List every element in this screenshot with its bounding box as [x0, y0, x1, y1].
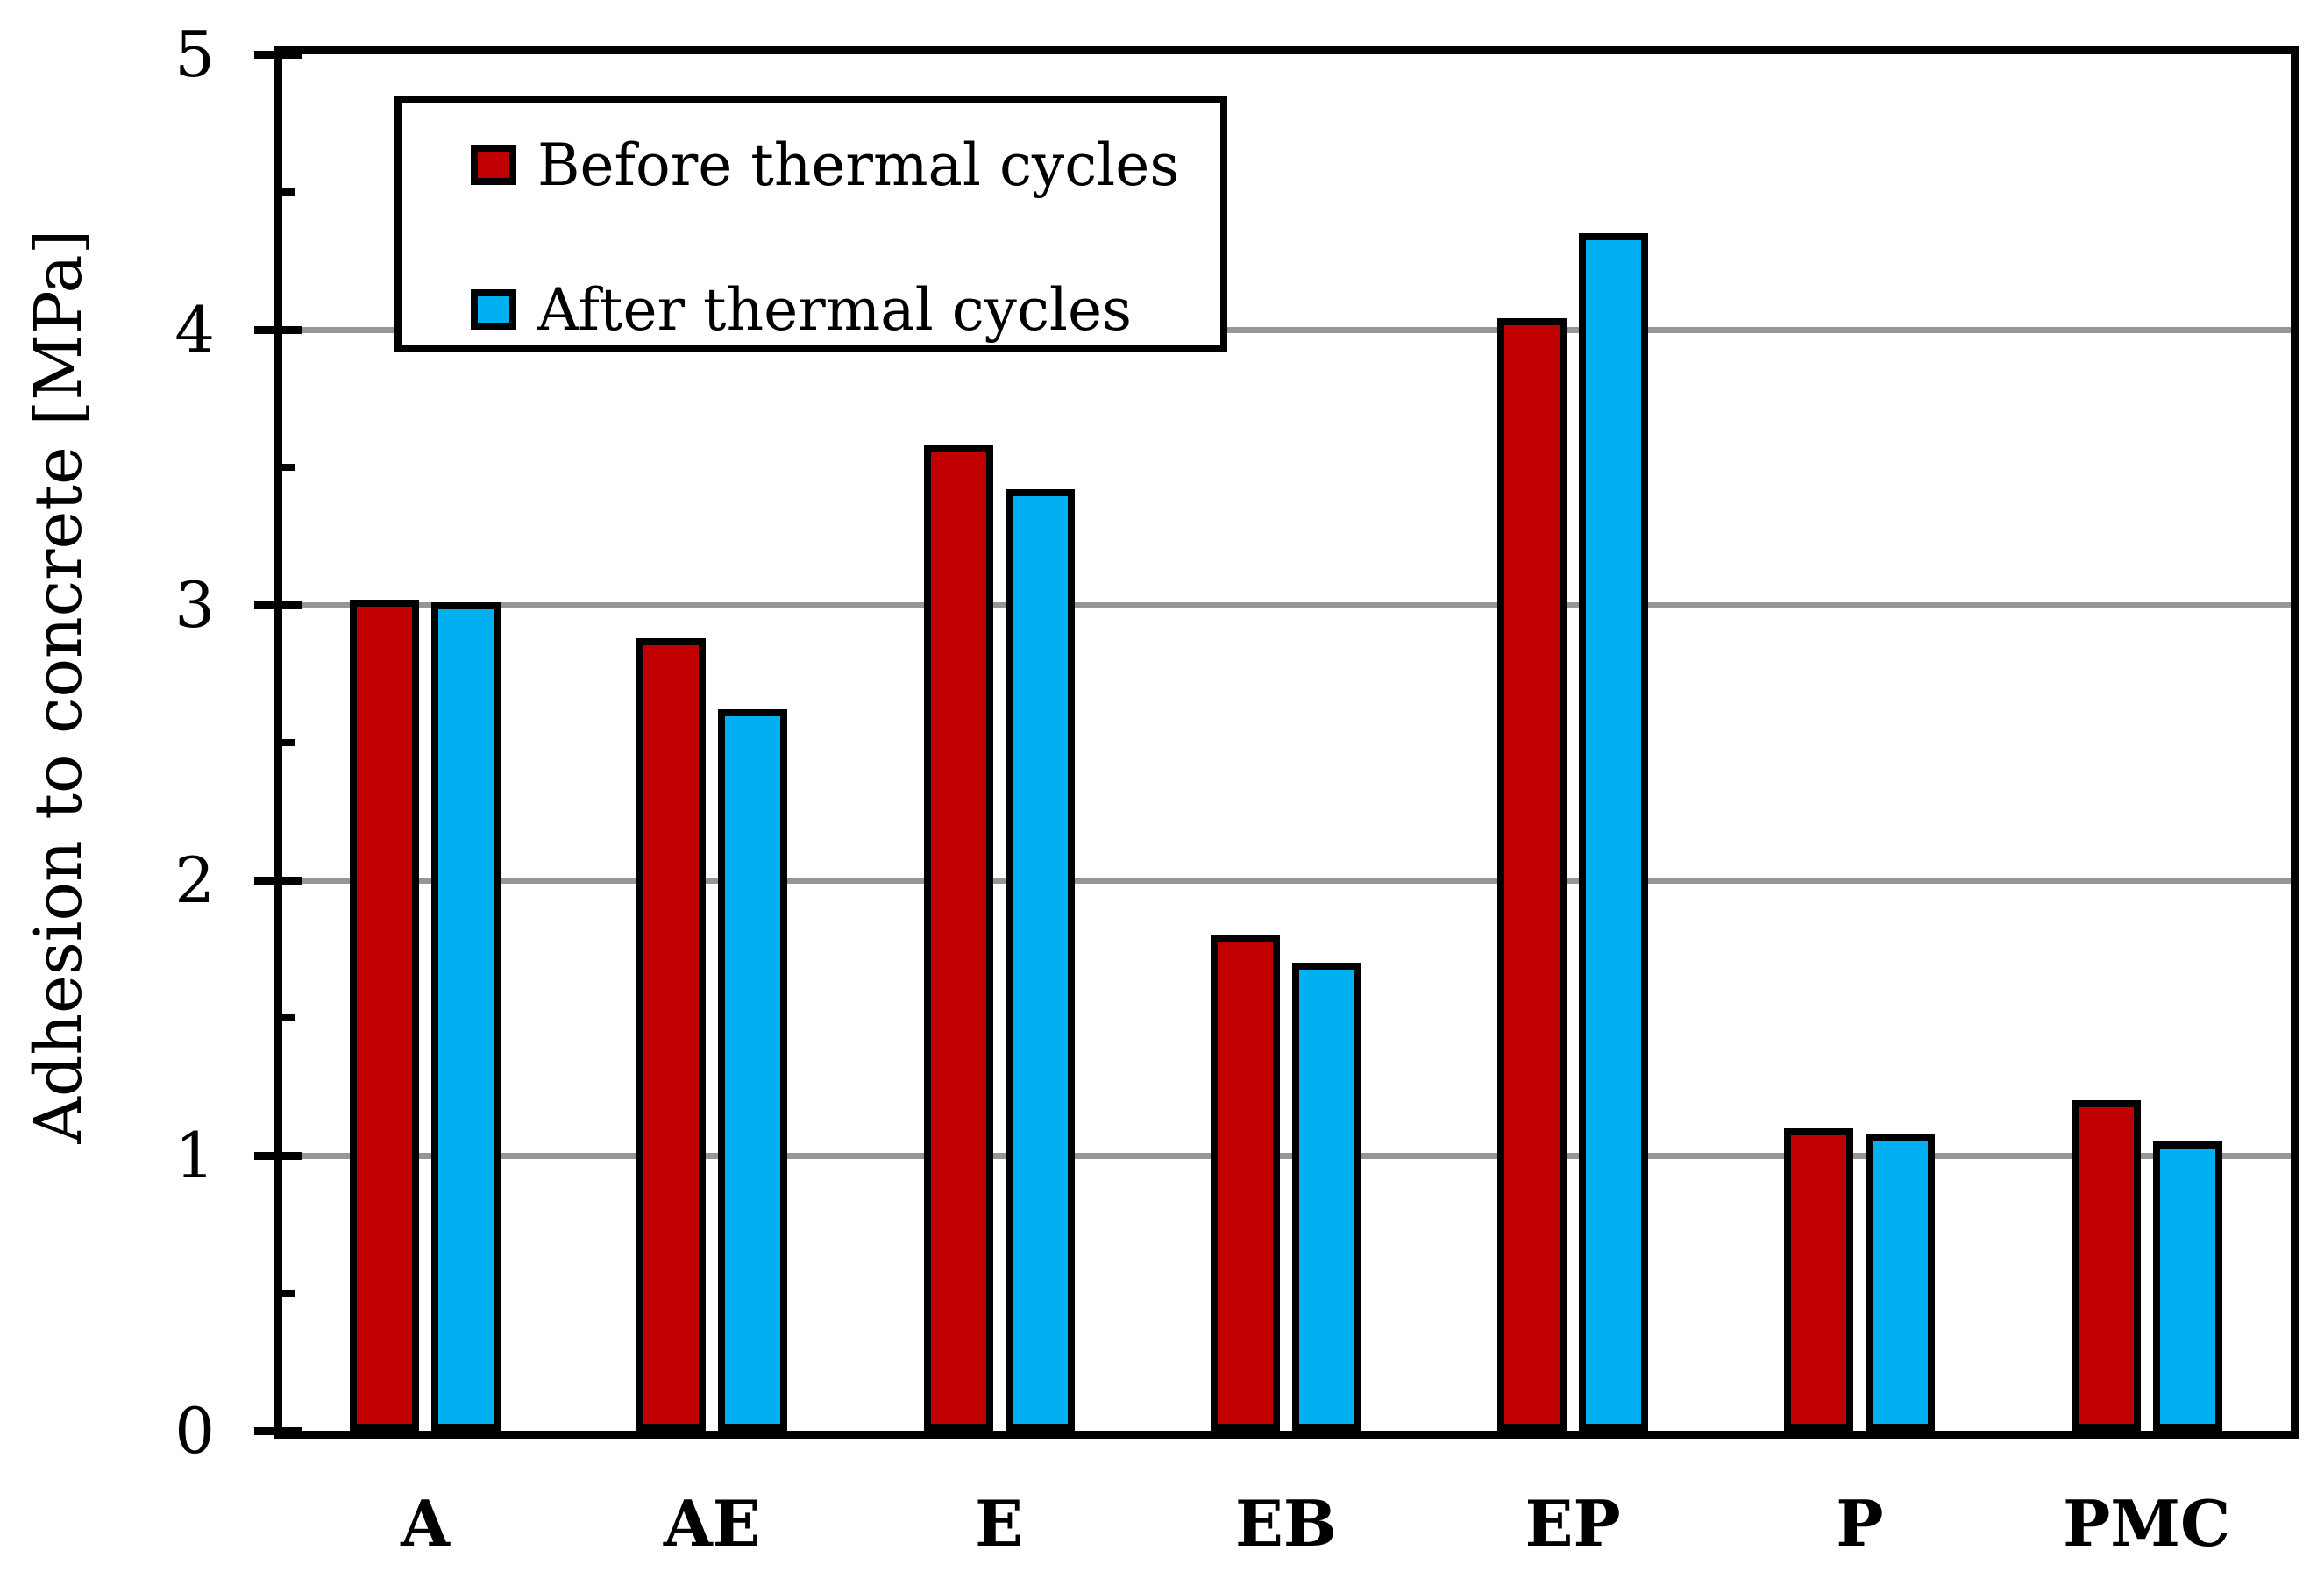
gridline-3: [302, 601, 2291, 608]
x-tick-label-ep: EP: [1524, 1486, 1621, 1561]
y-major-tick-3: [254, 601, 302, 609]
y-tick-label-1: 1: [174, 1119, 215, 1192]
x-tick-label-pmc: PMC: [2063, 1486, 2231, 1561]
bar-before-a: [350, 599, 419, 1431]
gridline-4: [302, 326, 2291, 333]
y-tick-label-0: 0: [174, 1394, 215, 1468]
y-minor-tick-1.5: [282, 1014, 295, 1021]
bar-after-a: [431, 601, 501, 1431]
y-major-tick-1: [254, 1151, 302, 1160]
legend-item-before: Before thermal cycles: [471, 131, 1180, 199]
y-major-tick-2: [254, 876, 302, 885]
x-tick-label-p: P: [1836, 1486, 1884, 1561]
legend-swatch-before: [471, 145, 516, 185]
y-tick-label-5: 5: [174, 18, 215, 91]
y-tick-label-4: 4: [174, 293, 215, 366]
y-tick-label-3: 3: [174, 568, 215, 642]
y-major-tick-0: [254, 1426, 302, 1435]
x-tick-label-ae: AE: [663, 1486, 761, 1561]
bar-before-pmc: [2071, 1100, 2141, 1431]
bar-after-p: [1866, 1133, 1936, 1431]
bar-before-e: [923, 444, 993, 1431]
y-minor-tick-4.5: [282, 188, 295, 196]
y-minor-tick-2.5: [282, 739, 295, 746]
legend-item-after: After thermal cycles: [471, 275, 1132, 344]
legend: Before thermal cycles After thermal cycle…: [394, 96, 1227, 352]
bar-before-ae: [636, 637, 707, 1431]
x-tick-label-a: A: [401, 1486, 450, 1561]
bar-before-ep: [1497, 318, 1567, 1431]
legend-label-after: After thermal cycles: [537, 275, 1132, 344]
y-minor-tick-3.5: [282, 464, 295, 471]
y-minor-tick-0.5: [282, 1290, 295, 1297]
y-major-tick-5: [254, 50, 302, 59]
y-axis-title: Adhesion to concrete [MPa]: [21, 229, 96, 1144]
x-tick-label-e: E: [975, 1486, 1024, 1561]
bar-before-eb: [1210, 935, 1280, 1431]
legend-swatch-after: [471, 289, 516, 330]
y-tick-label-2: 2: [174, 843, 215, 917]
x-tick-label-eb: EB: [1234, 1486, 1337, 1561]
y-major-tick-4: [254, 325, 302, 334]
gridline-2: [302, 877, 2291, 884]
bar-after-eb: [1291, 963, 1361, 1431]
legend-label-before: Before thermal cycles: [537, 131, 1180, 199]
bar-after-pmc: [2152, 1141, 2222, 1431]
bar-before-p: [1784, 1127, 1854, 1431]
bar-after-ep: [1579, 233, 1649, 1431]
bar-after-ae: [718, 709, 788, 1431]
bar-after-e: [1005, 489, 1075, 1431]
